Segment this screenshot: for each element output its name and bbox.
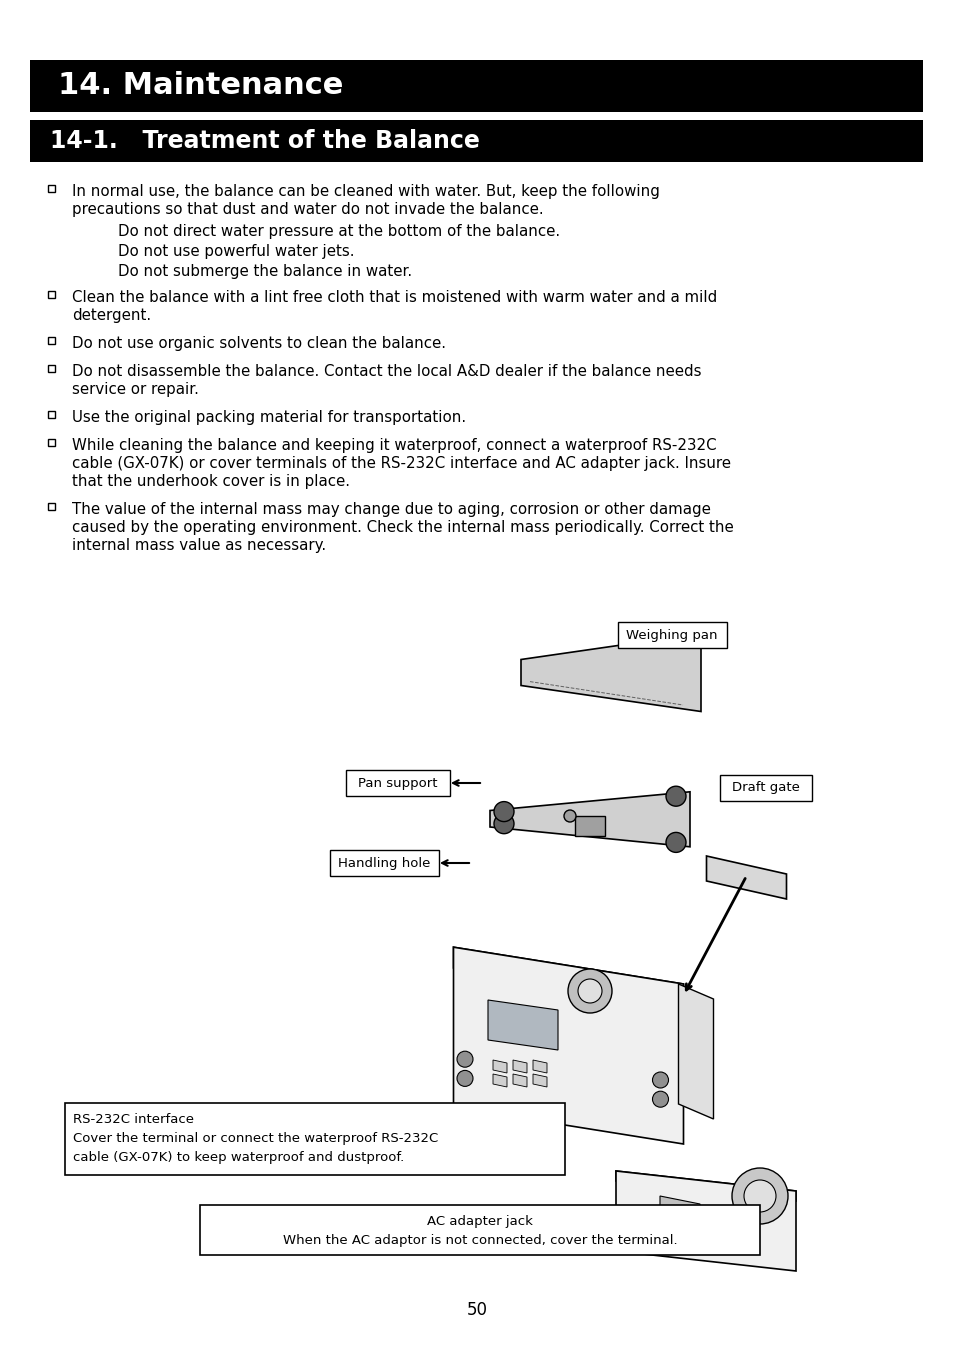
Text: internal mass value as necessary.: internal mass value as necessary. xyxy=(71,539,326,553)
Polygon shape xyxy=(493,1060,506,1073)
Text: While cleaning the balance and keeping it waterproof, connect a waterproof RS-23: While cleaning the balance and keeping i… xyxy=(71,437,716,454)
Polygon shape xyxy=(493,1075,506,1087)
Text: AC adapter jack
When the AC adaptor is not connected, cover the terminal.: AC adapter jack When the AC adaptor is n… xyxy=(282,1215,677,1247)
Polygon shape xyxy=(659,1196,700,1228)
Circle shape xyxy=(456,1071,473,1087)
Circle shape xyxy=(578,979,601,1003)
Polygon shape xyxy=(616,1170,795,1202)
Bar xyxy=(200,1206,760,1256)
FancyBboxPatch shape xyxy=(618,622,726,648)
Polygon shape xyxy=(520,633,700,711)
Polygon shape xyxy=(533,1075,546,1087)
Bar xyxy=(48,338,55,344)
Text: Handling hole: Handling hole xyxy=(337,856,430,869)
Polygon shape xyxy=(513,1075,526,1087)
Text: In normal use, the balance can be cleaned with water. But, keep the following: In normal use, the balance can be cleane… xyxy=(71,184,659,198)
Circle shape xyxy=(731,1168,787,1224)
Polygon shape xyxy=(616,1170,795,1270)
Text: cable (GX-07K) or cover terminals of the RS-232C interface and AC adapter jack. : cable (GX-07K) or cover terminals of the… xyxy=(71,456,730,471)
Text: Weighing pan: Weighing pan xyxy=(625,629,717,641)
Text: Do not direct water pressure at the bottom of the balance.: Do not direct water pressure at the bott… xyxy=(118,224,559,239)
Text: Do not use organic solvents to clean the balance.: Do not use organic solvents to clean the… xyxy=(71,336,446,351)
Text: The value of the internal mass may change due to aging, corrosion or other damag: The value of the internal mass may chang… xyxy=(71,502,710,517)
Text: Draft gate: Draft gate xyxy=(731,782,800,795)
Text: Pan support: Pan support xyxy=(358,776,437,790)
Text: service or repair.: service or repair. xyxy=(71,382,198,397)
Text: precautions so that dust and water do not invade the balance.: precautions so that dust and water do no… xyxy=(71,202,543,217)
Bar xyxy=(48,504,55,510)
Text: Do not disassemble the balance. Contact the local A&D dealer if the balance need: Do not disassemble the balance. Contact … xyxy=(71,364,700,379)
Text: Use the original packing material for transportation.: Use the original packing material for tr… xyxy=(71,410,466,425)
Polygon shape xyxy=(513,1060,526,1073)
Polygon shape xyxy=(453,948,682,1143)
Text: that the underhook cover is in place.: that the underhook cover is in place. xyxy=(71,474,350,489)
Circle shape xyxy=(743,1180,775,1212)
Polygon shape xyxy=(488,1000,558,1050)
FancyBboxPatch shape xyxy=(330,850,438,876)
Circle shape xyxy=(494,802,514,822)
Text: detergent.: detergent. xyxy=(71,308,151,323)
Polygon shape xyxy=(533,1060,546,1073)
Circle shape xyxy=(563,810,576,822)
Text: Clean the balance with a lint free cloth that is moistened with warm water and a: Clean the balance with a lint free cloth… xyxy=(71,290,717,305)
Text: Do not submerge the balance in water.: Do not submerge the balance in water. xyxy=(118,265,412,279)
Polygon shape xyxy=(453,948,682,1004)
Polygon shape xyxy=(490,792,689,846)
Bar xyxy=(48,364,55,373)
Polygon shape xyxy=(678,984,713,1119)
Bar xyxy=(575,815,604,836)
Polygon shape xyxy=(706,856,785,899)
Circle shape xyxy=(665,786,685,806)
Bar xyxy=(30,120,923,162)
Text: 14-1.   Treatment of the Balance: 14-1. Treatment of the Balance xyxy=(50,130,479,153)
Bar xyxy=(48,439,55,446)
FancyBboxPatch shape xyxy=(720,775,811,801)
Text: 50: 50 xyxy=(466,1301,487,1319)
Circle shape xyxy=(494,814,514,834)
Bar xyxy=(48,185,55,192)
Circle shape xyxy=(567,969,612,1012)
Circle shape xyxy=(652,1072,668,1088)
Bar xyxy=(48,292,55,298)
Bar xyxy=(65,1103,564,1174)
Text: 14. Maintenance: 14. Maintenance xyxy=(58,72,343,100)
Text: RS-232C interface
Cover the terminal or connect the waterproof RS-232C
cable (GX: RS-232C interface Cover the terminal or … xyxy=(73,1112,437,1164)
Text: caused by the operating environment. Check the internal mass periodically. Corre: caused by the operating environment. Che… xyxy=(71,520,733,535)
Bar xyxy=(30,59,923,112)
Circle shape xyxy=(665,833,685,852)
FancyBboxPatch shape xyxy=(346,769,450,796)
Bar xyxy=(48,410,55,418)
Text: Do not use powerful water jets.: Do not use powerful water jets. xyxy=(118,244,355,259)
Circle shape xyxy=(456,1052,473,1068)
Circle shape xyxy=(652,1091,668,1107)
